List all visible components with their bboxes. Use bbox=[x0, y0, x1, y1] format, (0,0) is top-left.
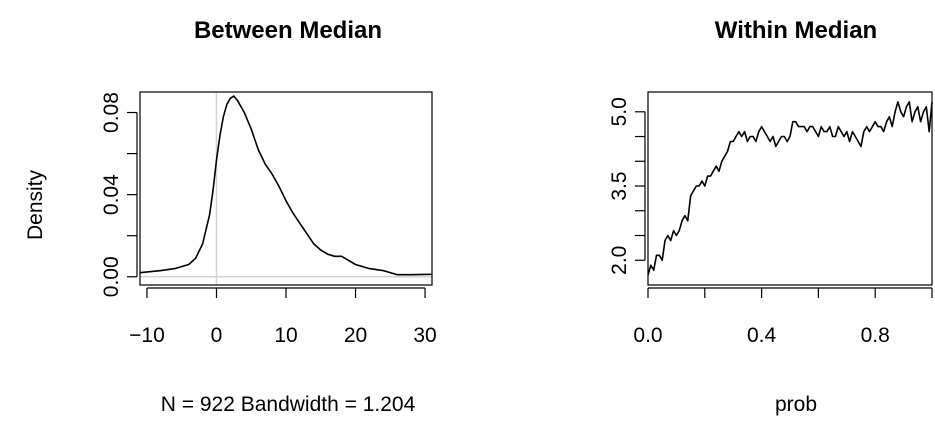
series-line bbox=[647, 101, 933, 276]
x-tick-label: 0.4 bbox=[747, 324, 777, 347]
y-axis-label-density: Density bbox=[24, 169, 47, 240]
y-tick-label: 3.5 bbox=[608, 171, 631, 200]
reference-lines bbox=[140, 92, 432, 285]
y-tick-label: 0.00 bbox=[100, 256, 123, 297]
plot-frame bbox=[647, 91, 933, 286]
x-tick-label: −10 bbox=[129, 324, 165, 347]
median-line bbox=[647, 101, 933, 276]
x-tick-label: 0.0 bbox=[633, 324, 662, 347]
axis-ticks: −10 0 10 20 30 0.00 0.04 0.08 bbox=[100, 92, 437, 347]
y-tick-label: 0.04 bbox=[100, 174, 123, 215]
plot-frame bbox=[139, 91, 433, 286]
y-tick-label: 5.0 bbox=[608, 97, 631, 126]
axis-ticks: 0.0 0.4 0.8 2.0 3.5 5.0 bbox=[608, 97, 933, 347]
x-axis-label-prob: prob bbox=[775, 393, 817, 416]
chart-title-within-median: Within Median bbox=[715, 17, 877, 44]
y-tick-label: 0.08 bbox=[100, 92, 123, 133]
series-line bbox=[139, 95, 433, 276]
panel-between-median: Between Median Density N = 922 Bandwidth… bbox=[24, 17, 437, 416]
x-tick-label: 30 bbox=[413, 324, 436, 347]
x-tick-label: 0.8 bbox=[861, 324, 890, 347]
y-tick-label: 2.0 bbox=[608, 246, 631, 275]
x-tick-label: 10 bbox=[274, 324, 297, 347]
x-axis-label-bandwidth: N = 922 Bandwidth = 1.204 bbox=[161, 393, 416, 416]
x-tick-label: 0 bbox=[211, 324, 223, 347]
chart-title-between-median: Between Median bbox=[194, 17, 382, 44]
x-tick-label: 20 bbox=[344, 324, 367, 347]
density-curve bbox=[139, 95, 433, 276]
panel-within-median: Within Median prob 0.0 0.4 0.8 2.0 3.5 5.0 bbox=[608, 17, 933, 416]
